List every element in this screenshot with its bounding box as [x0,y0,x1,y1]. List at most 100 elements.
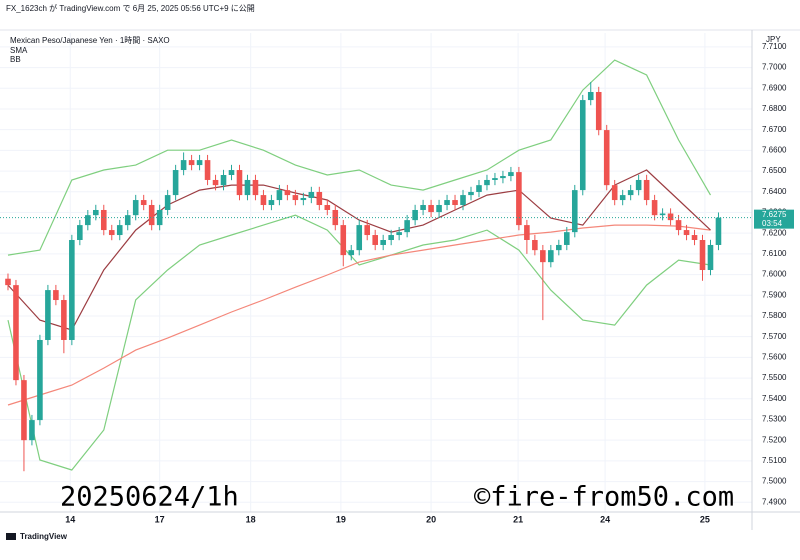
candle-body [452,200,458,206]
candle-body [683,230,690,236]
y-tick-label: 7.6900 [762,83,787,92]
legend-sma: SMA [10,46,28,55]
y-tick-label: 7.5800 [762,311,787,320]
candle-body [603,130,610,186]
candle-body [196,160,203,166]
legend-bb: BB [10,55,21,64]
candle-body [236,170,243,196]
candle-body [228,170,235,176]
x-tick-label: 20 [426,514,436,524]
y-tick-label: 7.5300 [762,415,787,424]
candle-body [635,179,642,191]
candle-body [5,278,11,286]
candle-body [508,172,514,177]
last-price-box [754,209,794,229]
candle-body [204,160,211,180]
y-tick-label: 7.5400 [762,394,787,403]
candle-body [540,250,546,263]
candle-body [651,200,658,216]
candle-body [380,240,386,245]
y-tick-label: 7.5700 [762,332,787,341]
candle-body [412,209,418,221]
candle-body [13,285,19,381]
candle-body [332,209,339,226]
y-tick-label: 7.7000 [762,63,787,72]
y-tick-label: 7.6600 [762,145,787,154]
y-tick-label: 7.5500 [762,373,787,382]
candle-body [172,170,179,196]
x-tick-label: 21 [513,514,523,524]
candle-body [140,200,147,206]
candle-body [116,225,123,236]
indicator-line [7,59,712,256]
candle-body [707,244,714,271]
candle-body [436,205,442,213]
candle-body [108,230,115,236]
candle-body [643,179,650,201]
candle-body [420,205,426,210]
indicator-line [7,224,711,406]
indicator-line [7,214,711,471]
y-tick-label: 7.6100 [762,249,787,258]
candle-body [460,195,466,206]
candle-body [316,191,323,206]
candle-body [53,290,59,301]
candle-body [476,185,482,192]
x-tick-label: 14 [65,514,75,524]
candle-body [93,209,99,216]
unit: JPY [766,35,781,44]
candle-body [45,290,51,340]
y-tick-label: 7.5100 [762,456,787,465]
x-tick-label: 18 [246,514,256,524]
candle-body [292,195,299,201]
axes: 7.4900 7.5000 7.5100 7.5200 7.5300 7.5400 7.55… [0,42,794,524]
candle-body [691,235,698,241]
watermark: 20250624/1h [60,482,239,513]
candle-body [699,240,706,271]
candle-body [468,191,474,196]
candle-body [260,195,267,206]
candle-body [484,179,490,186]
candle-body [715,217,722,245]
candle-body [516,172,522,226]
candle-body [587,91,594,101]
candle-body [579,100,586,191]
watermark: ©fire-from50.com [474,482,734,513]
candle-body [148,205,155,226]
candle-body [348,250,355,256]
candle-body [492,178,498,180]
candle-body [428,205,434,213]
y-tick-label: 7.5600 [762,352,787,361]
candle-body [564,232,570,245]
candle-body [284,190,291,196]
x-tick-label: 17 [155,514,165,524]
candle-body [372,235,378,245]
grid [0,33,752,512]
candle-body [21,380,27,441]
y-tick-label: 7.4900 [762,497,787,506]
candle-body [595,91,602,131]
candle-body [276,190,283,201]
candle-body [164,195,171,210]
candle-body [252,179,259,196]
candle-body [85,215,91,226]
candle-body [220,175,227,186]
brand-logo [6,533,16,540]
candle-body [100,209,107,231]
candle-body [627,190,634,196]
candle-body [364,225,371,236]
y-tick-label: 7.6200 [762,228,787,237]
candle-body [356,225,363,251]
candle-body [132,200,139,216]
candle-body [29,420,35,441]
candle-body [180,160,187,171]
symbol: Mexican Peso/Japanese Yen · 1時間 · SAXO [10,36,170,45]
x-tick-label: 24 [600,514,610,524]
candle-body [500,176,506,179]
candle-body [548,250,554,263]
candle-body [556,244,562,251]
y-tick-label: 7.6700 [762,125,787,134]
brand: TradingView [20,532,68,541]
candle-body [396,232,402,236]
